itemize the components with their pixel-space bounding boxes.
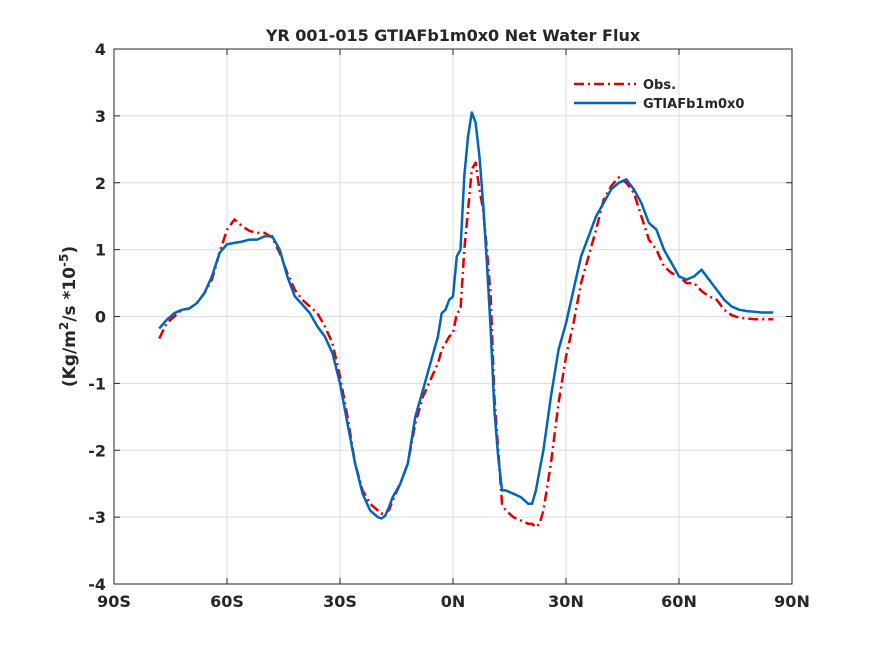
- y-axis-label: (Kg/m2/s *10-5): [57, 246, 80, 387]
- x-tick-label: 60N: [661, 592, 697, 611]
- axis-ticks: 90S 60S 30S 0N 30N 60N 90N -4 -3 -2 -1 0 1 2 3 4: [88, 40, 810, 611]
- x-tick-label: 60S: [210, 592, 244, 611]
- y-tick-label: 3: [95, 107, 106, 126]
- chart-title: YR 001-015 GTIAFb1m0x0 Net Water Flux: [265, 26, 641, 45]
- x-tick-label: 30N: [548, 592, 584, 611]
- legend-label: GTIAFb1m0x0: [643, 97, 744, 112]
- series-line: [158, 161, 774, 529]
- x-tick-label: 90N: [774, 592, 810, 611]
- legend: Obs. GTIAFb1m0x0: [574, 78, 744, 112]
- series-line: [158, 111, 774, 520]
- y-tick-label: 2: [95, 174, 106, 193]
- x-tick-label: 90S: [97, 592, 131, 611]
- y-tick-label: 1: [95, 241, 106, 260]
- x-tick-label: 0N: [441, 592, 466, 611]
- y-axis-label-part: ): [60, 246, 80, 254]
- y-tick-label: -4: [88, 575, 106, 594]
- legend-label: Obs.: [643, 78, 676, 93]
- y-tick-label: 4: [95, 40, 106, 59]
- y-axis-label-superscript: -5: [57, 254, 71, 267]
- series-layer: [158, 111, 774, 529]
- y-tick-label: -3: [88, 508, 106, 527]
- y-tick-label: -1: [88, 374, 106, 393]
- y-tick-label: 0: [95, 308, 106, 327]
- y-tick-label: -2: [88, 441, 106, 460]
- y-axis-label-part: (Kg/m: [60, 330, 80, 387]
- grid: [114, 49, 792, 584]
- x-tick-label: 30S: [323, 592, 357, 611]
- y-axis-label-part: /s *10: [60, 267, 80, 322]
- y-axis-label-superscript: 2: [57, 322, 71, 330]
